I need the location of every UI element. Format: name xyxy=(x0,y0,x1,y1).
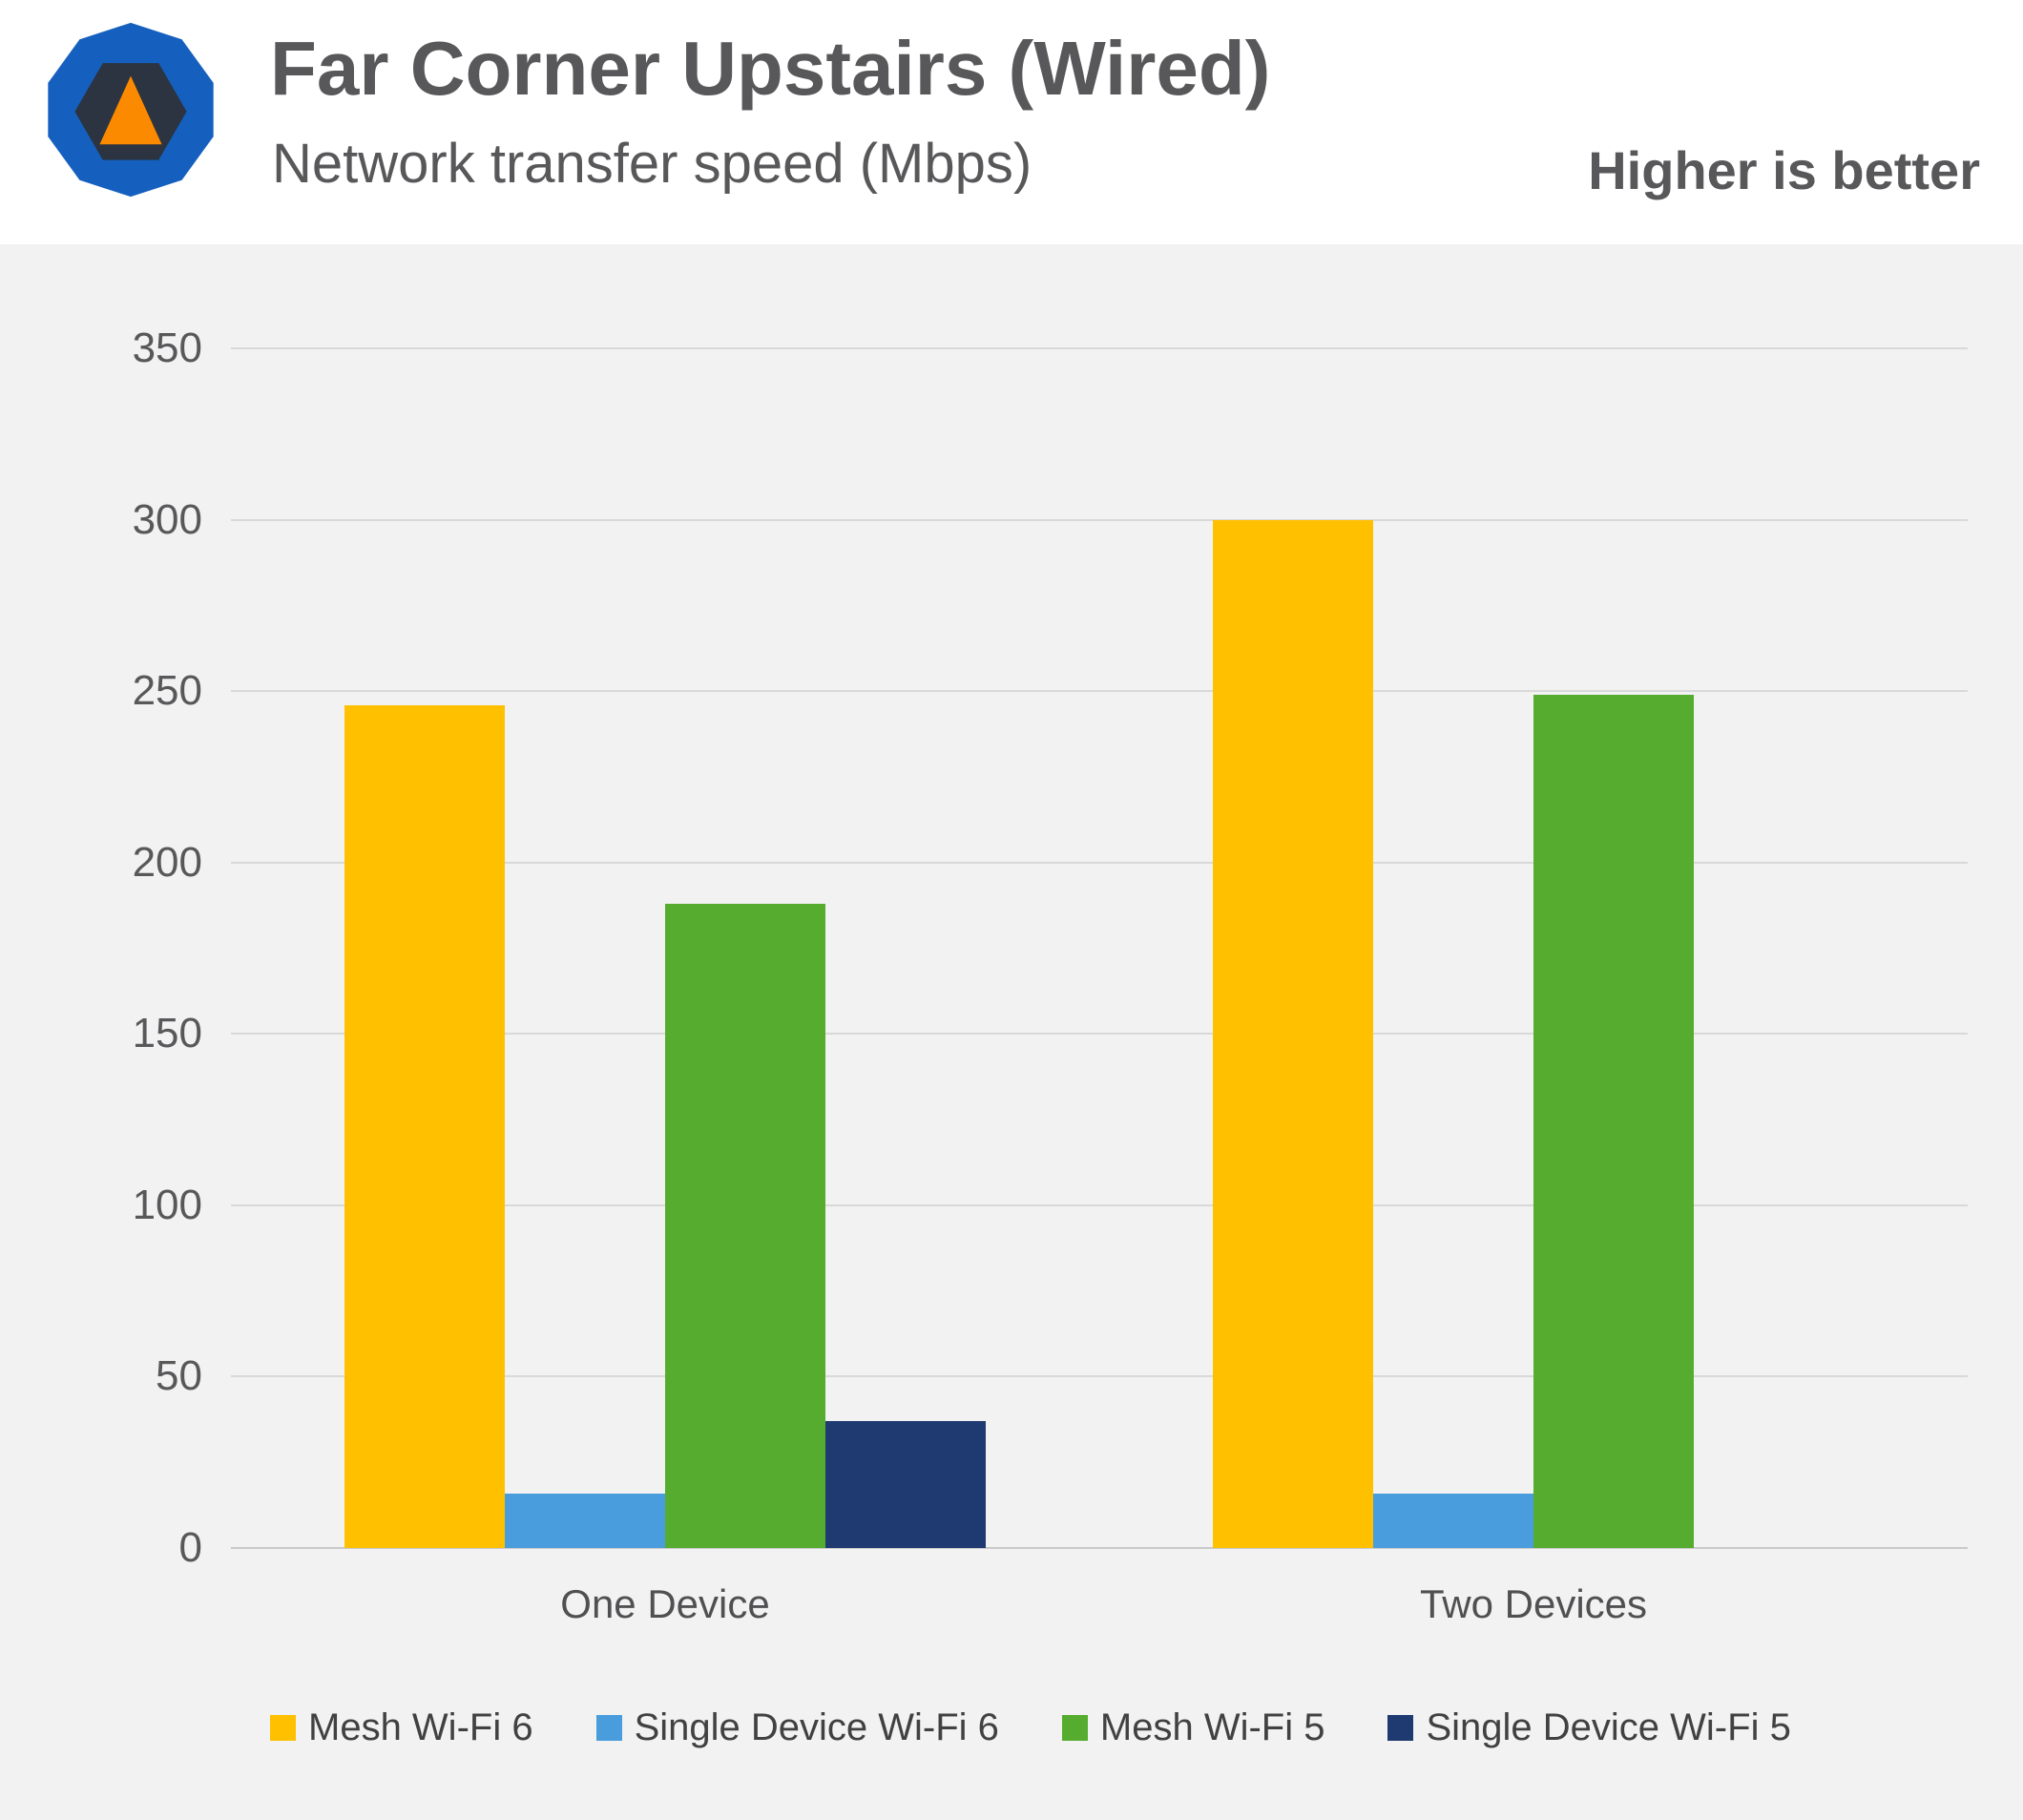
higher-is-better-note: Higher is better xyxy=(1588,140,1980,200)
chart-legend: Mesh Wi-Fi 6 Single Device Wi-Fi 6 Mesh Wi… xyxy=(270,1701,1791,1754)
gridline-150 xyxy=(231,1033,1968,1036)
legend-item-single-device-wi-fi-5: Single Device Wi-Fi 5 xyxy=(1387,1705,1791,1749)
y-tick-label-350: 350 xyxy=(132,324,202,371)
legend-label: Mesh Wi-Fi 5 xyxy=(1099,1705,1325,1748)
x-category-label-one-device: One Device xyxy=(560,1581,770,1626)
bar-single-device-wi-fi-6-one-device xyxy=(505,1493,665,1548)
y-tick-label-300: 300 xyxy=(132,495,202,543)
chart-header: Far Corner Upstairs (Wired) Network tran… xyxy=(0,0,2023,244)
legend-item-mesh-wi-fi-5: Mesh Wi-Fi 5 xyxy=(1061,1705,1325,1749)
bar-mesh-wi-fi-6-two-devices xyxy=(1213,519,1373,1548)
gridline-100 xyxy=(231,1203,1968,1206)
legend-label: Single Device Wi-Fi 6 xyxy=(634,1705,999,1748)
bar-mesh-wi-fi-5-two-devices xyxy=(1533,694,1694,1548)
gridline-50 xyxy=(231,1375,1968,1378)
bar-single-device-wi-fi-5-one-device xyxy=(825,1421,986,1548)
legend-swatch-icon xyxy=(1061,1714,1088,1741)
legend-label: Mesh Wi-Fi 6 xyxy=(308,1705,533,1748)
y-tick-label-100: 100 xyxy=(132,1181,202,1228)
y-tick-label-250: 250 xyxy=(132,667,202,715)
x-category-label-two-devices: Two Devices xyxy=(1419,1581,1648,1626)
legend-swatch-icon xyxy=(1387,1714,1414,1741)
gridline-250 xyxy=(231,690,1968,693)
page-subtitle: Network transfer speed (Mbps) xyxy=(272,133,1032,195)
gridline-200 xyxy=(231,861,1968,864)
y-tick-label-50: 50 xyxy=(156,1352,202,1400)
bar-mesh-wi-fi-6-one-device xyxy=(344,704,505,1548)
legend-label: Single Device Wi-Fi 5 xyxy=(1426,1705,1791,1748)
gridline-0 xyxy=(231,1547,1968,1549)
y-tick-label-0: 0 xyxy=(178,1524,202,1571)
y-tick-label-150: 150 xyxy=(132,1010,202,1057)
legend-swatch-icon xyxy=(595,1714,622,1741)
bar-single-device-wi-fi-6-two-devices xyxy=(1373,1493,1533,1548)
bar-mesh-wi-fi-5-one-device xyxy=(665,903,825,1548)
page-title: Far Corner Upstairs (Wired) xyxy=(270,26,1271,111)
legend-item-mesh-wi-fi-6: Mesh Wi-Fi 6 xyxy=(270,1706,533,1749)
gridline-300 xyxy=(231,518,1968,521)
gridline-350 xyxy=(231,347,1968,349)
y-tick-label-200: 200 xyxy=(132,838,202,886)
legend-swatch-icon xyxy=(270,1714,296,1741)
techspot-logo-icon xyxy=(48,22,214,198)
legend-item-single-device-wi-fi-6: Single Device Wi-Fi 6 xyxy=(595,1705,999,1749)
